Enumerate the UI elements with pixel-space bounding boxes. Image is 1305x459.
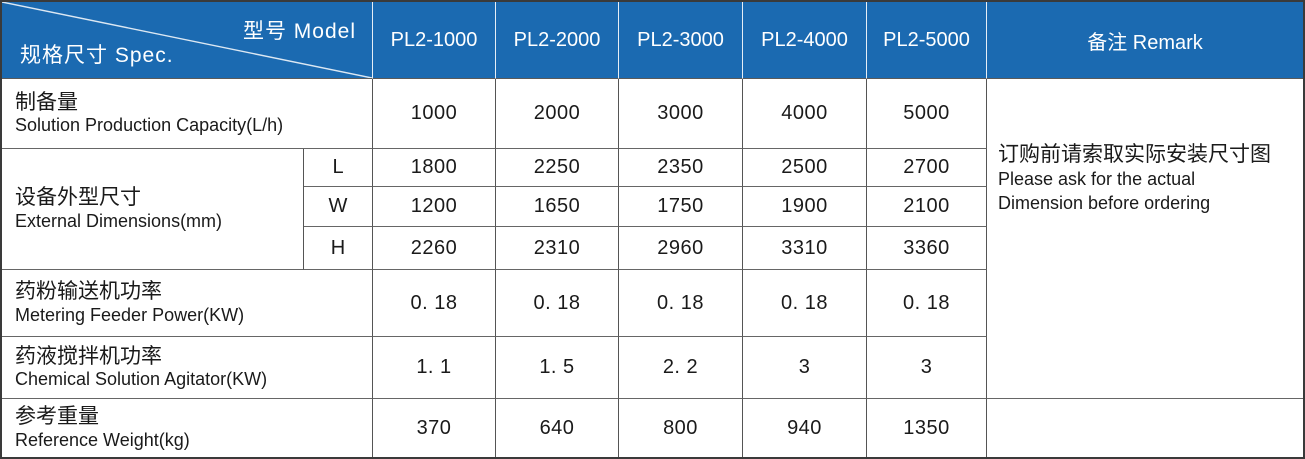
weight-value: 940 [743,399,867,457]
row-label-weight-en: Reference Weight(kg) [15,429,190,450]
agitator-power-value: 2. 2 [619,337,743,399]
dimension-key-h: H [304,227,373,270]
agitator-power-value: 1. 1 [373,337,496,399]
row-label-agitator-zh: 药液搅拌机功率 [15,344,162,368]
row-agitator-power: 药液搅拌机功率 Chemical Solution Agitator(KW) 1… [2,337,1303,399]
row-weight: 参考重量 Reference Weight(kg) 370 640 800 94… [2,399,1303,457]
capacity-value: 1000 [373,79,496,149]
weight-value: 800 [619,399,743,457]
model-header-pl2-3000: PL2-3000 [619,2,743,79]
dimension-h-value: 2960 [619,227,743,270]
corner-header-cell: 型号 Model 规格尺寸 Spec. [2,2,373,79]
dimension-w-value: 1650 [496,187,619,227]
model-header-pl2-1000: PL2-1000 [373,2,496,79]
corner-model-label: 型号 Model [242,20,356,43]
agitator-power-value: 3 [743,337,867,399]
model-header-pl2-5000: PL2-5000 [867,2,987,79]
row-label-feeder-zh: 药粉输送机功率 [15,280,162,304]
dimension-l-value: 2700 [867,149,987,187]
row-label-weight-zh: 参考重量 [15,405,99,429]
dimension-w-value: 2100 [867,187,987,227]
feeder-power-value: 0. 18 [373,270,496,337]
feeder-power-value: 0. 18 [619,270,743,337]
remark-note-en-line2: Dimension before ordering [998,193,1211,214]
agitator-power-value: 3 [867,337,987,399]
remark-note-cell: 订购前请索取实际安装尺寸图 Please ask for the actual … [987,79,1303,399]
row-label-capacity: 制备量 Solution Production Capacity(L/h) [2,79,373,149]
row-label-dimensions-en: External Dimensions(mm) [15,210,223,231]
remark-header: 备注 Remark [987,2,1303,79]
row-label-capacity-en: Solution Production Capacity(L/h) [15,115,284,136]
row-dimension-w: W 1200 1650 1750 1900 2100 [2,187,1303,227]
agitator-power-value: 1. 5 [496,337,619,399]
weight-value: 640 [496,399,619,457]
row-feeder-power: 药粉输送机功率 Metering Feeder Power(KW) 0. 18 … [2,270,1303,337]
row-label-weight: 参考重量 Reference Weight(kg) [2,399,373,457]
capacity-value: 5000 [867,79,987,149]
dimension-w-value: 1750 [619,187,743,227]
feeder-power-value: 0. 18 [867,270,987,337]
dimension-h-value: 3360 [867,227,987,270]
row-label-agitator: 药液搅拌机功率 Chemical Solution Agitator(KW) [2,337,373,399]
row-label-capacity-zh: 制备量 [15,90,78,114]
capacity-value: 2000 [496,79,619,149]
capacity-value: 3000 [619,79,743,149]
remark-note-zh: 订购前请索取实际安装尺寸图 [998,143,1271,166]
dimension-w-value: 1900 [743,187,867,227]
diagonal-divider-line [2,2,372,78]
row-label-dimensions-zh: 设备外型尺寸 [15,186,141,210]
corner-spec-label: 规格尺寸 Spec. [20,44,174,67]
dimension-l-value: 1800 [373,149,496,187]
dimension-h-value: 3310 [743,227,867,270]
dimension-l-value: 2350 [619,149,743,187]
row-dimension-h: H 2260 2310 2960 3310 3360 [2,227,1303,270]
row-label-dimensions: 设备外型尺寸 External Dimensions(mm) [2,149,304,270]
dimension-key-w: W [304,187,373,227]
model-header-pl2-4000: PL2-4000 [743,2,867,79]
feeder-power-value: 0. 18 [743,270,867,337]
row-dimension-l: 设备外型尺寸 External Dimensions(mm) L 1800 22… [2,149,1303,270]
row-label-agitator-en: Chemical Solution Agitator(KW) [15,369,268,390]
weight-value: 370 [373,399,496,457]
dimension-h-value: 2260 [373,227,496,270]
dimension-key-l: L [304,149,373,187]
weight-value: 1350 [867,399,987,457]
row-label-feeder-en: Metering Feeder Power(KW) [15,304,245,325]
row-capacity: 制备量 Solution Production Capacity(L/h) 10… [2,79,1303,399]
dimension-l-value: 2500 [743,149,867,187]
dimension-w-value: 1200 [373,187,496,227]
model-header-pl2-2000: PL2-2000 [496,2,619,79]
capacity-value: 4000 [743,79,867,149]
remark-note-en-line1: Please ask for the actual [998,169,1196,190]
dimension-l-value: 2250 [496,149,619,187]
row-label-feeder: 药粉输送机功率 Metering Feeder Power(KW) [2,270,373,337]
header-row: 型号 Model 规格尺寸 Spec. PL2-1000 PL2-2000 PL… [2,2,1303,79]
dimension-h-value: 2310 [496,227,619,270]
feeder-power-value: 0. 18 [496,270,619,337]
